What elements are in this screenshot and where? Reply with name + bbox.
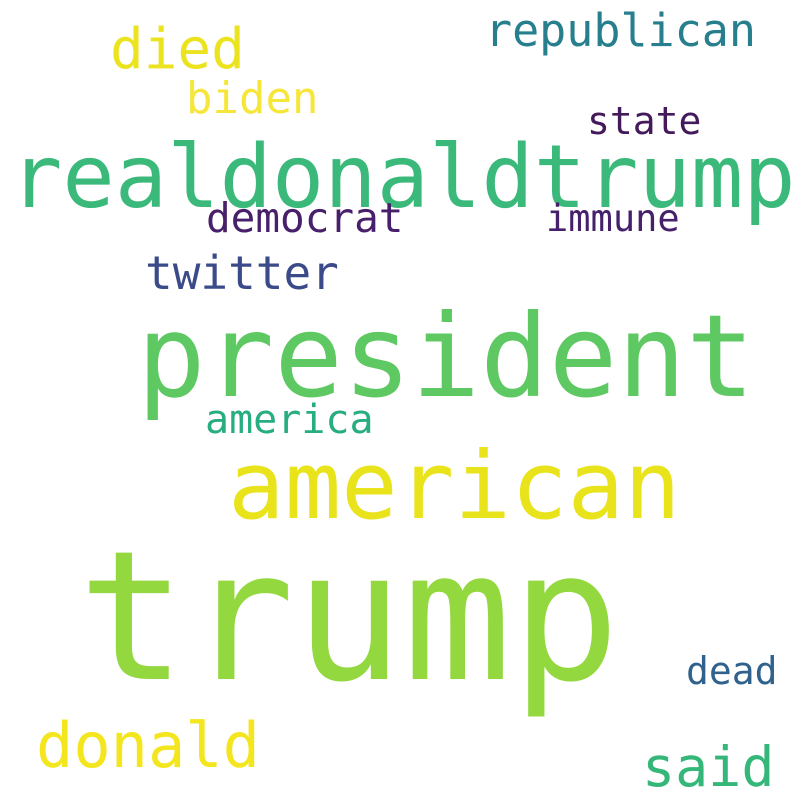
word-donald: donald <box>36 709 260 782</box>
word-trump: trump <box>78 513 620 722</box>
word-biden: biden <box>186 73 319 124</box>
word-twitter: twitter <box>145 246 339 300</box>
word-american: american <box>228 432 681 541</box>
word-said: said <box>642 735 775 799</box>
word-realdonaldtrump: realdonaldtrump <box>10 126 796 228</box>
word-immune: immune <box>546 197 680 240</box>
word-died: died <box>110 17 245 82</box>
word-america: america <box>205 397 374 443</box>
word-republican: republican <box>485 4 756 57</box>
word-democrat: democrat <box>206 194 404 242</box>
word-state: state <box>587 99 702 143</box>
word-dead: dead <box>686 649 778 693</box>
word-president: president <box>137 290 755 423</box>
